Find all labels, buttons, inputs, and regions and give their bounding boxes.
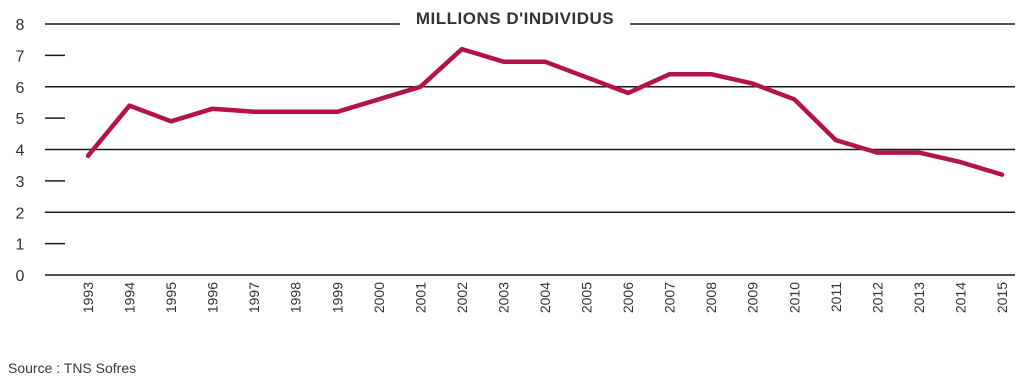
y-tick-label: 7 xyxy=(16,48,25,65)
x-tick-label: 2006 xyxy=(620,282,636,313)
x-tick-label: 1996 xyxy=(205,282,221,313)
x-tick-label: 2007 xyxy=(662,282,678,313)
x-tick-label: 1995 xyxy=(163,282,179,313)
x-tick-label: 1999 xyxy=(329,282,345,313)
x-tick-label: 2001 xyxy=(412,282,428,313)
x-tick-label: 2002 xyxy=(454,282,470,313)
chart-title: MILLIONS D'INDIVIDUS xyxy=(416,9,614,28)
y-tick-label: 0 xyxy=(16,268,25,285)
chart-title-group: MILLIONS D'INDIVIDUS xyxy=(399,5,631,29)
y-tick-label: 4 xyxy=(16,143,25,160)
x-tick-label: 1998 xyxy=(288,282,304,313)
x-tick-label: 2015 xyxy=(994,282,1010,313)
x-tick-label: 1997 xyxy=(246,282,262,313)
x-tick-label: 2010 xyxy=(786,282,802,313)
x-tick-label: 2004 xyxy=(537,282,553,313)
x-tick-label: 1993 xyxy=(80,282,96,313)
x-tick-label: 2011 xyxy=(828,282,844,312)
x-tick-label: 2013 xyxy=(911,282,927,313)
x-tick-label: 2012 xyxy=(869,282,885,313)
x-tick-label: 2003 xyxy=(495,282,511,313)
y-axis-ticks: 0 1 2 3 4 5 6 7 8 xyxy=(16,17,25,285)
x-axis-ticks: 1993 1994 1995 1996 1997 1998 1999 2000 2001 2002… xyxy=(80,282,1010,313)
y-tick-label: 3 xyxy=(16,174,25,191)
y-tick-label: 8 xyxy=(16,17,25,34)
x-tick-label: 2005 xyxy=(579,282,595,313)
x-tick-label: 2014 xyxy=(952,282,968,313)
x-tick-label: 1994 xyxy=(122,282,138,313)
y-tick-label: 5 xyxy=(16,111,25,128)
x-tick-label: 2008 xyxy=(703,282,719,313)
series-group xyxy=(85,46,1005,177)
y-tick-label: 1 xyxy=(16,237,25,254)
y-tick-label: 2 xyxy=(16,205,25,222)
series-line xyxy=(85,46,1005,177)
y-tick-label: 6 xyxy=(16,80,25,97)
line-chart: 0 1 2 3 4 5 6 7 8 1993 1994 1995 1996 1997 1998 1999 20… xyxy=(15,5,1015,314)
x-tick-label: 2000 xyxy=(371,282,387,313)
source-note: Source : TNS Sofres xyxy=(8,360,137,376)
x-tick-label: 2009 xyxy=(745,282,761,313)
